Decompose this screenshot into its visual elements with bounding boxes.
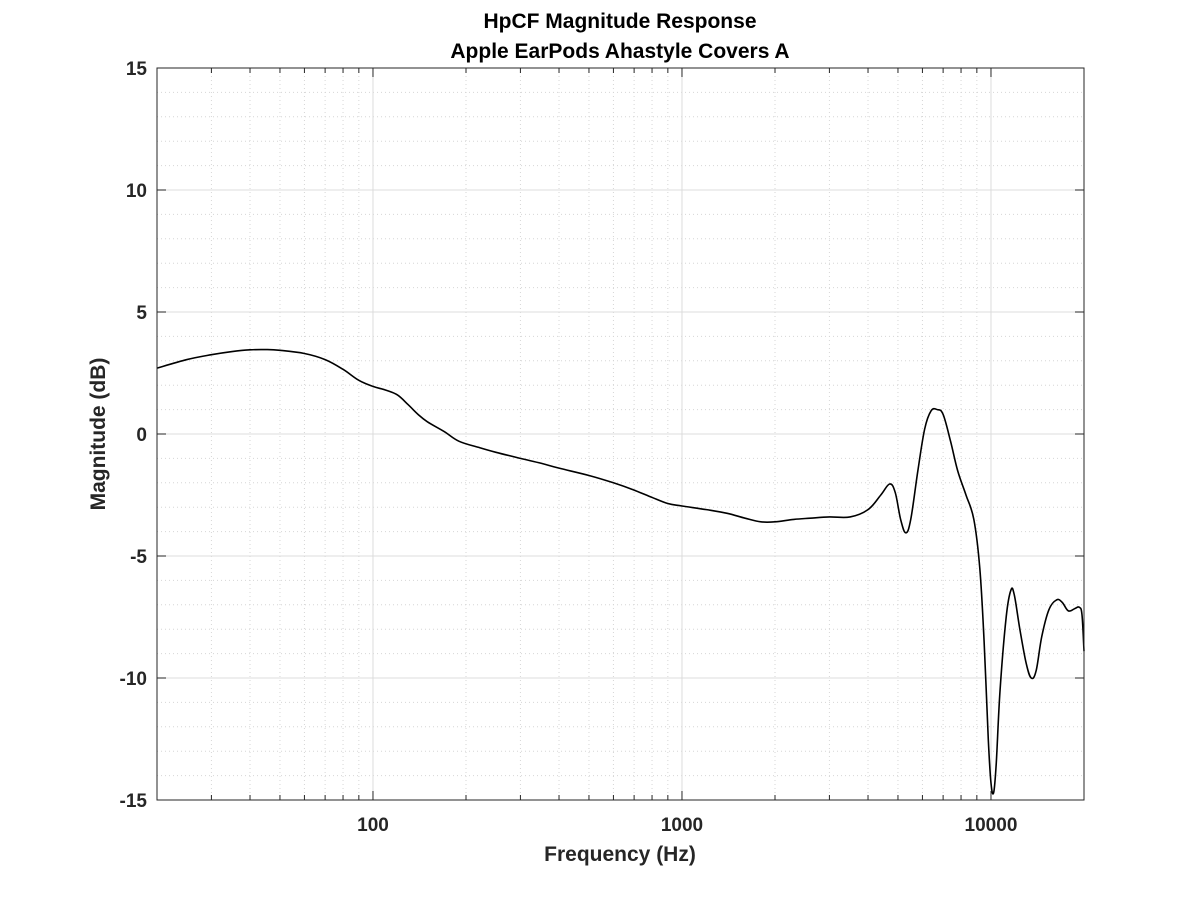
y-tick-label: -10 bbox=[120, 669, 147, 690]
series-line bbox=[156, 348, 1085, 795]
x-axis-label: Frequency (Hz) bbox=[544, 843, 696, 866]
y-axis-label: Magnitude (dB) bbox=[87, 358, 110, 511]
y-tick-label: 5 bbox=[136, 303, 147, 324]
tick-labels: 100 1000 10000 15 10 5 0 -5 -10 -15 bbox=[120, 59, 1018, 836]
y-tick-label: 0 bbox=[136, 425, 147, 446]
y-tick-label: -15 bbox=[120, 791, 148, 812]
y-tick-label: 15 bbox=[126, 59, 148, 80]
chart-subtitle: Apple EarPods Ahastyle Covers A bbox=[450, 40, 789, 63]
x-tick-label: 10000 bbox=[965, 815, 1018, 836]
x-tick-label: 1000 bbox=[661, 815, 703, 836]
y-tick-label: -5 bbox=[130, 547, 147, 568]
y-tick-label: 10 bbox=[126, 181, 147, 202]
minor-grid bbox=[157, 68, 1084, 800]
x-tick-label: 100 bbox=[357, 815, 389, 836]
axis-ticks bbox=[157, 67, 1084, 801]
chart-title: HpCF Magnitude Response bbox=[483, 10, 756, 33]
